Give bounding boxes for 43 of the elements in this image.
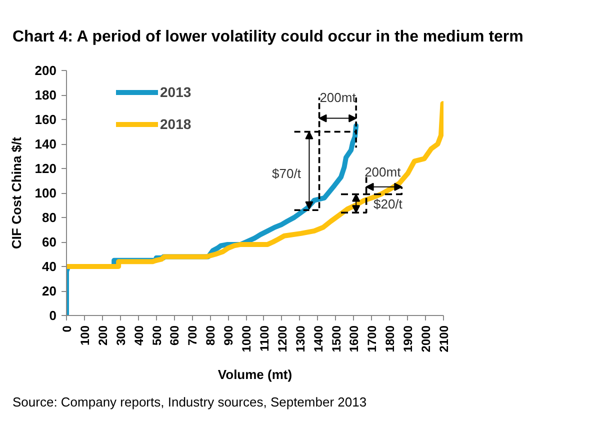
chart-title: Chart 4: A period of lower volatility could occur in the medium term [12, 28, 524, 46]
x-tick-label: 200 [96, 325, 110, 346]
annotation: $20/t [373, 196, 403, 212]
y-tick-label: 20 [42, 284, 57, 298]
x-tick-label: 1000 [240, 325, 254, 352]
x-tick-label: 1500 [329, 325, 344, 352]
y-tick-label: 100 [34, 186, 57, 200]
x-tick-label: 1700 [365, 325, 380, 352]
y-tick-label: 160 [34, 112, 57, 127]
y-tick-label: 200 [34, 63, 57, 78]
annotation: 200mt [364, 164, 402, 180]
x-tick-label: 600 [168, 325, 182, 346]
y-tick-label: 40 [42, 259, 57, 274]
x-tick-label: 500 [150, 325, 164, 346]
annotation: $70/t [272, 166, 302, 181]
x-tick-label: 800 [204, 325, 218, 346]
y-tick-label: 180 [34, 88, 57, 102]
y-tick-label: 120 [34, 161, 57, 176]
x-tick-label: 2000 [419, 325, 434, 352]
x-tick-label: 1300 [293, 325, 308, 352]
x-tick-label: 2100 [437, 325, 451, 352]
x-tick-label: 1900 [401, 325, 416, 352]
x-tick-label: 0 [60, 325, 74, 332]
x-tick-label: 1600 [347, 325, 362, 352]
x-tick-label: 1100 [257, 325, 272, 352]
annotation: 200mt [320, 90, 356, 105]
y-axis-title: CIF Cost China $/t [8, 136, 24, 249]
x-tick-label: 900 [222, 325, 236, 346]
y-tick-label: 80 [42, 210, 57, 225]
x-tick-label: 1800 [383, 325, 398, 352]
y-tick-label: 0 [49, 308, 57, 323]
x-tick-label: 100 [78, 325, 92, 346]
x-tick-label: 700 [186, 325, 200, 346]
x-tick-label: 300 [114, 325, 128, 346]
y-tick-label: 140 [34, 136, 57, 152]
legend-label: 2013 [160, 84, 192, 100]
x-tick-label: 1200 [275, 325, 290, 352]
x-tick-label: 1400 [311, 325, 326, 352]
source-note: Source: Company reports, Industry sources, September 2013 [12, 394, 367, 410]
x-axis-title: Volume (mt) [218, 367, 292, 382]
x-tick-label: 400 [132, 325, 146, 346]
y-tick-label: 60 [42, 234, 57, 250]
legend-label: 2018 [160, 116, 192, 132]
